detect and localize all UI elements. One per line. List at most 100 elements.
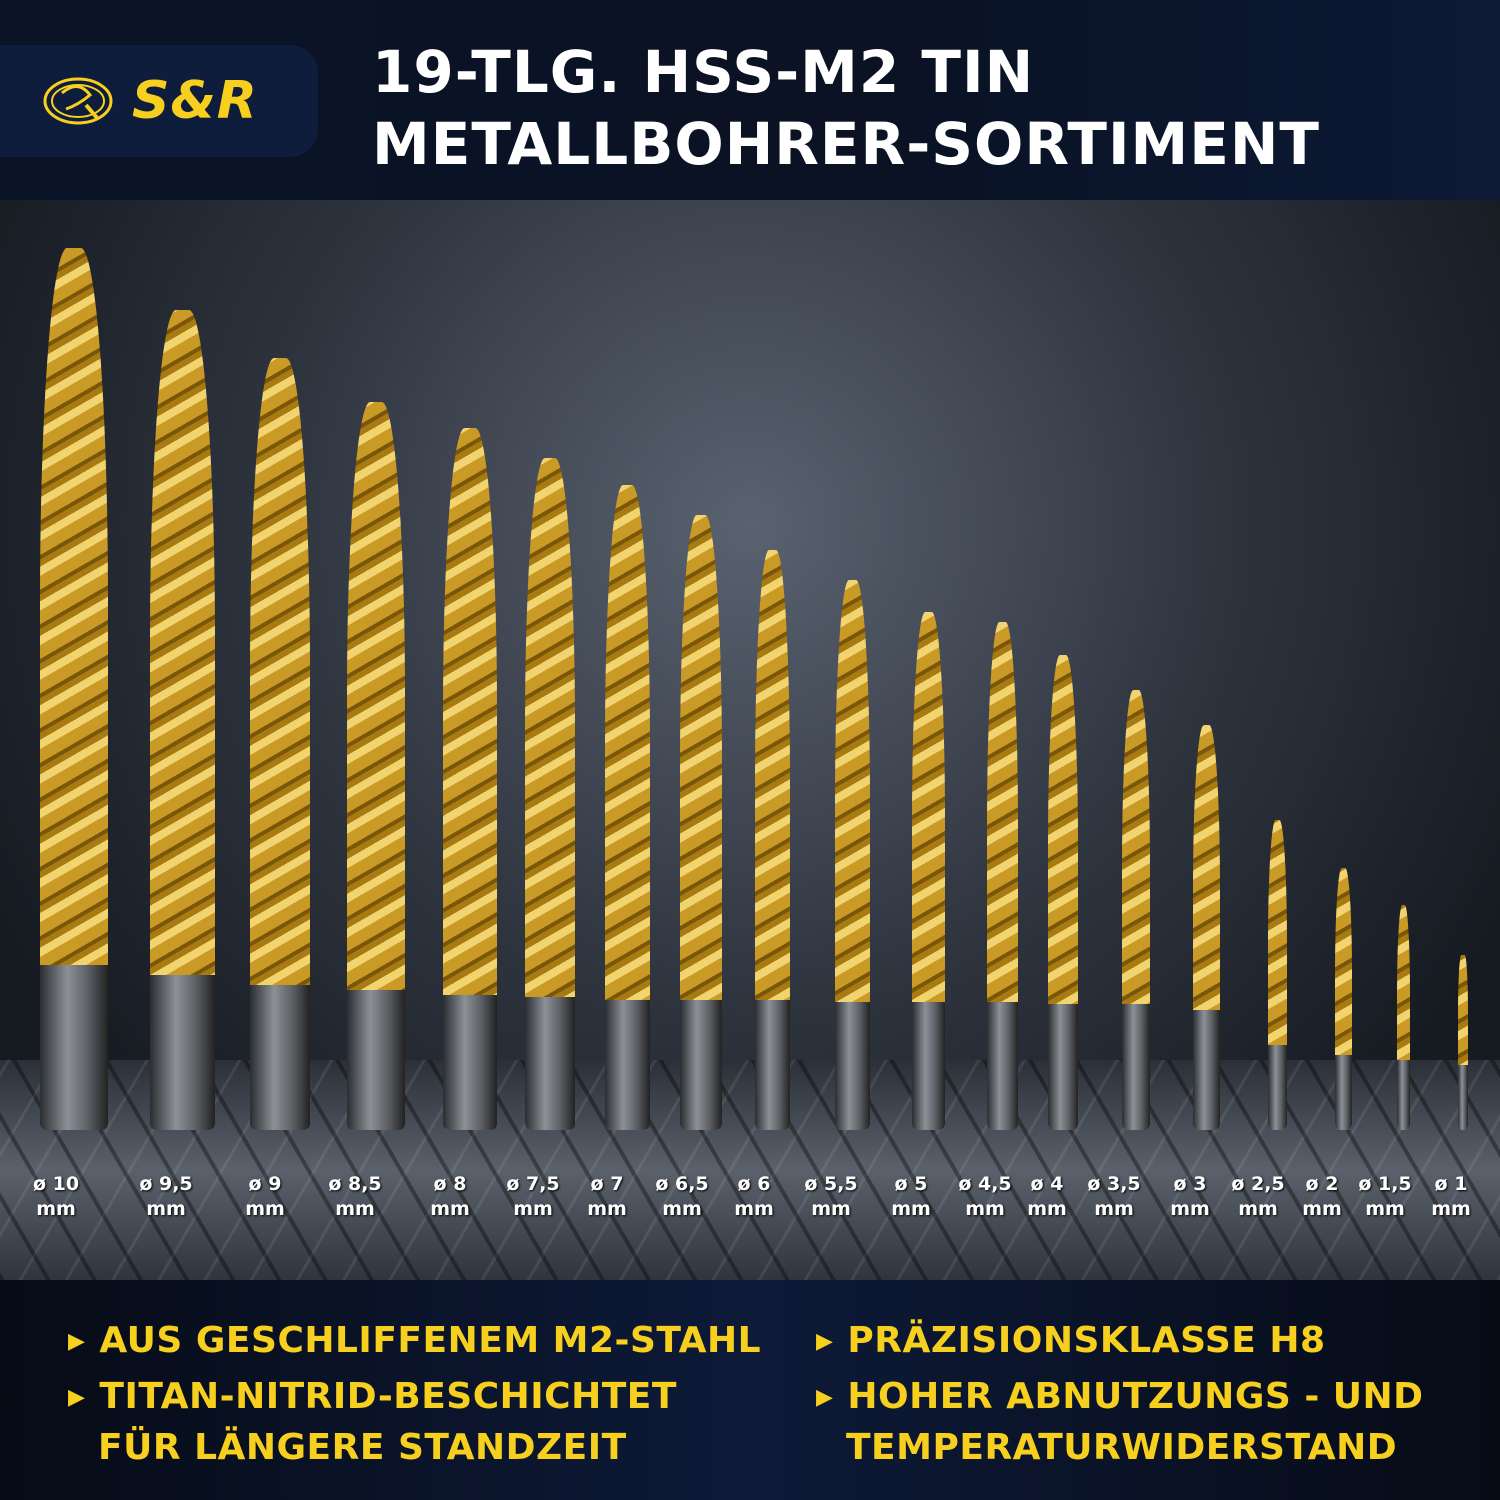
- drill-size-label: ø 2 mm: [1282, 1172, 1362, 1222]
- size-value: ø 2: [1305, 1173, 1339, 1195]
- title-line-2: METALLBOHRER-SORTIMENT: [372, 110, 1320, 178]
- drill-bit: [1122, 690, 1150, 1130]
- size-value: ø 3: [1173, 1173, 1207, 1195]
- drill-bit: [987, 622, 1018, 1130]
- drill-bit: [755, 550, 790, 1130]
- drill-shank: [1397, 1060, 1410, 1130]
- drill-size-label: ø 4 mm: [1007, 1172, 1087, 1222]
- feature-item: ▶ HOHER ABNUTZUNGS - UND TEMPERATURWIDERST…: [816, 1372, 1424, 1473]
- drill-bit: [525, 458, 575, 1130]
- size-value: ø 1,5: [1358, 1173, 1412, 1195]
- drill-size-label: ø 10 mm: [16, 1172, 96, 1222]
- drill-size-label: ø 3 mm: [1150, 1172, 1230, 1222]
- size-unit: mm: [146, 1198, 186, 1220]
- drill-size-label: ø 8 mm: [410, 1172, 490, 1222]
- drill-size-label: ø 3,5 mm: [1074, 1172, 1154, 1222]
- size-unit: mm: [430, 1198, 470, 1220]
- drill-bit: [680, 515, 722, 1130]
- size-unit: mm: [1027, 1198, 1067, 1220]
- size-value: ø 7,5: [506, 1173, 560, 1195]
- size-value: ø 7: [590, 1173, 624, 1195]
- sr-logo-icon: [43, 77, 113, 125]
- triangle-right-icon: ▶: [816, 1385, 834, 1410]
- triangle-right-icon: ▶: [68, 1329, 86, 1354]
- triangle-right-icon: ▶: [816, 1329, 834, 1354]
- drill-bit: [250, 358, 310, 1130]
- drill-bit: [835, 580, 870, 1130]
- feature-item: ▶ PRÄZISIONSKLASSE H8: [816, 1316, 1326, 1367]
- drill-size-label: ø 7 mm: [567, 1172, 647, 1222]
- product-photo: ø 10 mm ø 9,5 mm ø 9 mm ø 8,5 mm ø 8 mm ø 7,5 mm ø 7…: [0, 200, 1500, 1280]
- size-value: ø 6: [737, 1173, 771, 1195]
- drill-shank: [1193, 1010, 1220, 1130]
- drill-size-label: ø 1,5 mm: [1345, 1172, 1425, 1222]
- drill-shank: [40, 965, 108, 1130]
- drill-size-label: ø 5,5 mm: [791, 1172, 871, 1222]
- size-value: ø 8,5: [328, 1173, 382, 1195]
- size-value: ø 9,5: [139, 1173, 193, 1195]
- drill-size-label: ø 6 mm: [714, 1172, 794, 1222]
- size-value: ø 5: [894, 1173, 928, 1195]
- drill-shank: [525, 997, 575, 1130]
- drill-bit: [1048, 655, 1078, 1130]
- size-unit: mm: [811, 1198, 851, 1220]
- drill-size-label: ø 9 mm: [225, 1172, 305, 1222]
- drill-shank: [680, 1000, 722, 1130]
- drill-shank: [835, 1002, 870, 1130]
- size-unit: mm: [965, 1198, 1005, 1220]
- brand-logo: S&R: [0, 45, 318, 157]
- drill-bit: [150, 310, 215, 1130]
- drill-shank: [987, 1002, 1018, 1130]
- drill-shank: [250, 985, 310, 1130]
- drill-size-label: ø 7,5 mm: [493, 1172, 573, 1222]
- size-value: ø 8: [433, 1173, 467, 1195]
- drill-bit: [443, 428, 497, 1130]
- size-value: ø 4,5: [958, 1173, 1012, 1195]
- size-unit: mm: [36, 1198, 76, 1220]
- size-unit: mm: [513, 1198, 553, 1220]
- size-value: ø 1: [1434, 1173, 1468, 1195]
- drill-shank: [1458, 1065, 1468, 1130]
- drill-size-label: ø 2,5 mm: [1218, 1172, 1298, 1222]
- drill-bit: [1458, 955, 1468, 1130]
- size-unit: mm: [1170, 1198, 1210, 1220]
- feature-item: ▶ AUS GESCHLIFFENEM M2-STAHL: [68, 1316, 761, 1367]
- brand-name: S&R: [132, 71, 258, 131]
- size-unit: mm: [1302, 1198, 1342, 1220]
- feature-text: PRÄZISIONSKLASSE H8: [847, 1320, 1326, 1361]
- feature-text: FÜR LÄNGERE STANDZEIT: [98, 1427, 627, 1468]
- drill-shank: [443, 995, 497, 1130]
- title-line-1: 19-TLG. HSS-M2 TIN: [372, 38, 1035, 106]
- drill-size-label: ø 6,5 mm: [642, 1172, 722, 1222]
- drill-size-label: ø 4,5 mm: [945, 1172, 1025, 1222]
- size-value: ø 5,5: [804, 1173, 858, 1195]
- size-value: ø 4: [1030, 1173, 1064, 1195]
- feature-text: AUS GESCHLIFFENEM M2-STAHL: [99, 1320, 762, 1361]
- drill-shank: [1122, 1004, 1150, 1130]
- size-unit: mm: [662, 1198, 702, 1220]
- size-unit: mm: [1238, 1198, 1278, 1220]
- size-unit: mm: [1365, 1198, 1405, 1220]
- triangle-right-icon: ▶: [68, 1385, 86, 1410]
- page-title: 19-TLG. HSS-M2 TIN METALLBOHRER-SORTIMEN…: [372, 36, 1320, 180]
- feature-text: TITAN-NITRID-BESCHICHTET: [99, 1376, 677, 1417]
- drill-size-label: ø 1 mm: [1411, 1172, 1491, 1222]
- feature-text: HOHER ABNUTZUNGS - UND: [847, 1376, 1424, 1417]
- size-value: ø 6,5: [655, 1173, 709, 1195]
- size-unit: mm: [1094, 1198, 1134, 1220]
- size-unit: mm: [587, 1198, 627, 1220]
- drill-shank: [1335, 1055, 1352, 1130]
- drill-shank: [150, 975, 215, 1130]
- size-unit: mm: [335, 1198, 375, 1220]
- drill-shank: [1048, 1004, 1078, 1130]
- feature-text: TEMPERATURWIDERSTAND: [846, 1427, 1398, 1468]
- header: S&R 19-TLG. HSS-M2 TIN METALLBOHRER-SORT…: [0, 0, 1500, 200]
- feature-item: ▶ TITAN-NITRID-BESCHICHTET FÜR LÄNGERE STA…: [68, 1372, 677, 1473]
- size-value: ø 3,5: [1087, 1173, 1141, 1195]
- feature-list: ▶ AUS GESCHLIFFENEM M2-STAHL ▶ TITAN-NITRI…: [0, 1280, 1500, 1500]
- drill-bit: [1335, 868, 1352, 1130]
- size-value: ø 2,5: [1231, 1173, 1285, 1195]
- size-unit: mm: [734, 1198, 774, 1220]
- drill-size-label: ø 9,5 mm: [126, 1172, 206, 1222]
- drill-bit: [347, 402, 405, 1130]
